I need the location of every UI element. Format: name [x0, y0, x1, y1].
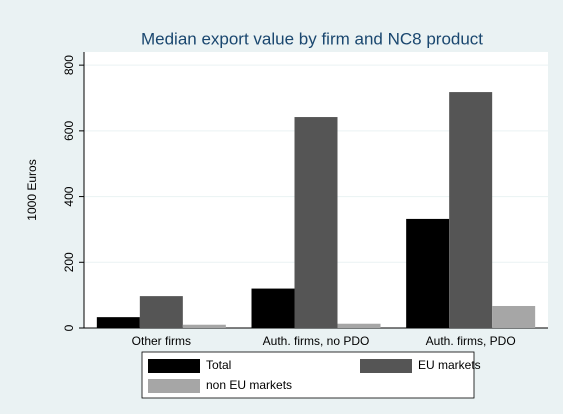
- chart-title: Median export value by firm and NC8 prod…: [141, 29, 483, 48]
- bar: [251, 288, 295, 328]
- x-tick-label: Auth. firms, PDO: [426, 334, 516, 348]
- x-tick-label: Other firms: [132, 334, 191, 348]
- y-tick-label: 0: [62, 324, 76, 331]
- legend-swatch: [148, 379, 200, 393]
- legend-label: Total: [206, 358, 231, 372]
- y-axis-label: 1000 Euros: [25, 159, 39, 220]
- bar: [337, 323, 381, 328]
- y-tick-label: 600: [62, 121, 76, 141]
- legend-label: EU markets: [418, 358, 481, 372]
- legend-label: non EU markets: [206, 378, 292, 392]
- bar: [182, 324, 226, 328]
- y-tick-label: 800: [62, 55, 76, 75]
- bar: [492, 305, 536, 328]
- y-tick-label: 400: [62, 186, 76, 206]
- bar: [406, 218, 450, 328]
- legend-swatch: [360, 359, 412, 373]
- bar: [139, 296, 183, 328]
- y-tick-label: 200: [62, 252, 76, 272]
- bar: [449, 92, 493, 328]
- bar: [294, 117, 338, 328]
- x-tick-label: Auth. firms, no PDO: [263, 334, 370, 348]
- bar: [96, 317, 140, 328]
- legend-swatch: [148, 359, 200, 373]
